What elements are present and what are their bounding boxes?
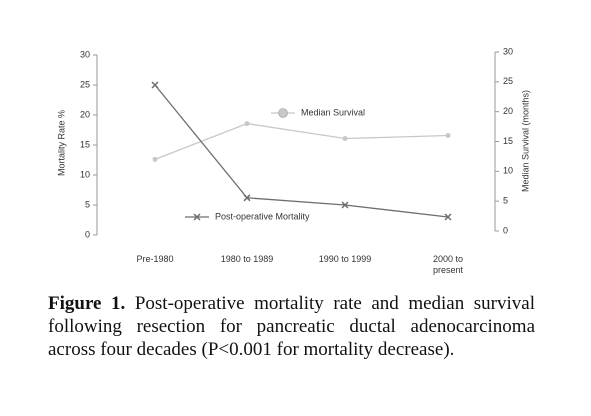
data-point xyxy=(152,156,158,162)
data-point xyxy=(244,121,250,127)
marker-stroke xyxy=(341,201,349,209)
caption: Figure 1. Post-operative mortality rate … xyxy=(48,292,535,361)
data-point xyxy=(445,133,451,139)
y-axis-label: Mortality Rate % xyxy=(56,110,66,176)
legend-label: Median Survival xyxy=(301,107,365,117)
data-point xyxy=(444,213,452,221)
legend-marker xyxy=(193,213,201,221)
y2-axis-label: Median Survival (months) xyxy=(520,90,530,192)
data-point xyxy=(243,194,251,202)
legend-marker xyxy=(278,108,288,118)
x-tick-label: 1990 to 1999 xyxy=(318,254,372,264)
y2-tick-label: 0 xyxy=(503,225,508,235)
caption-label: Figure 1. xyxy=(48,293,126,314)
y-tick-label: 15 xyxy=(80,139,90,149)
x-tick-label: 2000 to present xyxy=(432,254,464,275)
x-tick-label: 1980 to 1989 xyxy=(220,254,274,264)
chart: Mortality Rate % Median Survival (months… xyxy=(56,46,530,239)
y-tick-label: 25 xyxy=(80,79,90,89)
y-tick-label: 5 xyxy=(85,199,90,209)
marker-stroke xyxy=(243,194,251,202)
y-tick-label: 20 xyxy=(80,109,90,119)
y-tick-label: 10 xyxy=(80,169,90,179)
data-point xyxy=(151,81,159,89)
marker-stroke xyxy=(193,213,201,221)
series-line xyxy=(154,84,449,218)
y2-tick-label: 20 xyxy=(503,106,513,116)
marker-stroke xyxy=(444,213,452,221)
x-tick-label: Pre-1980 xyxy=(136,254,174,264)
y-tick-label: 30 xyxy=(80,49,90,59)
y2-tick-label: 10 xyxy=(503,166,513,176)
y-tick-label: 0 xyxy=(85,229,90,239)
data-point xyxy=(342,136,348,142)
legend-label: Post-operative Mortality xyxy=(215,211,310,221)
caption-text: Post-operative mortality rate and median… xyxy=(48,293,535,360)
y2-tick-label: 30 xyxy=(503,46,513,56)
marker-stroke xyxy=(151,81,159,89)
y2-tick-label: 15 xyxy=(503,136,513,146)
data-point xyxy=(341,201,349,209)
y2-tick-label: 5 xyxy=(503,196,508,206)
y2-tick-label: 25 xyxy=(503,76,513,86)
series-line xyxy=(154,122,449,161)
